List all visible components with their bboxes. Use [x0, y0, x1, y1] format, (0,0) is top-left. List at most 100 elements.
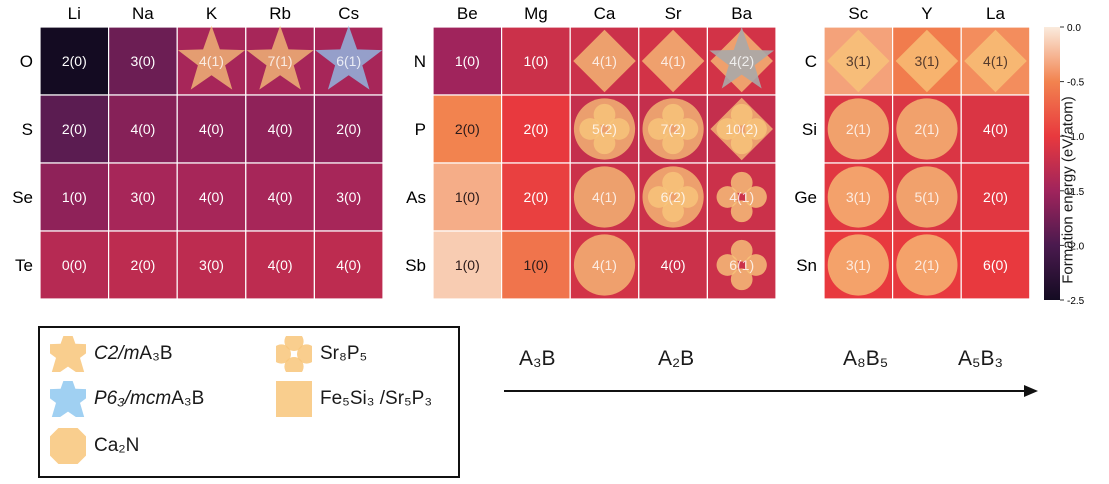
- star-marker-icon: [177, 25, 246, 90]
- cell-rect: [39, 230, 110, 300]
- heatmap-cell: 2(0): [107, 230, 178, 300]
- colorbar-tick-label: -2.0: [1067, 241, 1085, 252]
- heatmap-cell: 3(1): [823, 26, 894, 96]
- cell-label: 4(0): [199, 121, 224, 137]
- heatmap-cell: 4(2): [706, 26, 777, 96]
- cell-label: 1(0): [455, 53, 480, 69]
- cell-label: 3(0): [336, 189, 361, 205]
- heatmap-cell: 4(0): [245, 94, 316, 164]
- star-legend-icon: [50, 381, 86, 417]
- heatmap-cell: 1(0): [39, 162, 110, 232]
- row-label: Sb: [405, 256, 426, 275]
- heatmap-cell: 4(1): [569, 26, 640, 96]
- cell-label: 3(1): [846, 189, 871, 205]
- trend-label-a3b: A₃B: [519, 347, 556, 370]
- heatmap-cell: 6(0): [960, 230, 1031, 300]
- clover-marker-icon: [647, 103, 699, 155]
- heatmap-cell: 10(2): [706, 94, 777, 164]
- heatmap-cell: 3(0): [107, 162, 178, 232]
- circle-legend-icon: [276, 381, 312, 417]
- heatmap-cell: 2(0): [501, 94, 571, 164]
- cell-label: 3(1): [846, 53, 871, 69]
- cell-rect: [313, 94, 384, 164]
- column-label: K: [206, 4, 218, 23]
- clover-marker-icon: [276, 336, 312, 372]
- heatmap-cell: 2(1): [891, 230, 962, 300]
- heatmap-cell: 5(2): [569, 94, 640, 164]
- circle-marker-icon: [827, 98, 889, 160]
- circle-marker-icon: [642, 166, 704, 228]
- heatmap-cell: 1(0): [432, 230, 503, 300]
- row-label: Te: [15, 256, 33, 275]
- circle-marker-icon: [642, 98, 704, 160]
- cell-label: 7(2): [661, 121, 686, 137]
- cell-label: 3(0): [199, 257, 224, 273]
- legend-label: Sr₈P₅: [320, 343, 368, 364]
- circle-marker-icon: [896, 98, 958, 160]
- cell-rect: [432, 94, 503, 164]
- heatmap-cell: 3(0): [107, 26, 178, 96]
- star-marker-icon: [246, 25, 314, 90]
- cell-rect: [107, 230, 178, 300]
- heatmap-cell: 1(0): [432, 162, 503, 232]
- cell-rect: [313, 230, 384, 300]
- cell-rect: [176, 162, 247, 232]
- heatmap-cell: 2(0): [313, 94, 384, 164]
- column-label: Sr: [665, 4, 682, 23]
- cell-label: 4(1): [592, 53, 617, 69]
- row-label: C: [805, 52, 817, 71]
- trend-label-a5b3: A₅B₃: [958, 347, 1004, 370]
- cell-label: 4(0): [130, 121, 155, 137]
- cell-label: 3(0): [130, 189, 155, 205]
- row-label: Ge: [794, 188, 817, 207]
- cell-rect: [960, 94, 1031, 164]
- colorbar-tick-label: -2.5: [1067, 296, 1085, 307]
- diamond-marker-icon: [573, 29, 636, 93]
- diamond-marker-icon: [50, 428, 86, 464]
- cell-label: 1(0): [62, 189, 87, 205]
- cell-label: 3(1): [914, 53, 939, 69]
- cell-label: 4(0): [983, 121, 1008, 137]
- heatmap-cell: 7(1): [245, 25, 316, 96]
- row-label: N: [414, 52, 426, 71]
- heatmap-cell: 1(0): [501, 26, 571, 96]
- cell-label: 2(0): [523, 121, 548, 137]
- cell-label: 4(0): [199, 189, 224, 205]
- cell-label: 4(1): [729, 189, 754, 205]
- row-label: Se: [12, 188, 33, 207]
- clover-marker-icon: [716, 239, 767, 291]
- colorbar-label: Formation energy (eV/atom): [1059, 96, 1077, 284]
- heatmap-cell: 2(0): [432, 94, 503, 164]
- heatmap-cell: 2(0): [501, 162, 571, 232]
- cell-label: 4(1): [592, 189, 617, 205]
- heatmap-cell: 7(2): [638, 94, 708, 164]
- column-label: Rb: [269, 4, 291, 23]
- heatmap-cell: 2(0): [39, 26, 110, 96]
- cell-label: 6(1): [729, 257, 754, 273]
- trend-label-a2b: A₂B: [658, 347, 695, 370]
- heatmap-cell: 2(1): [891, 94, 962, 164]
- cell-rect: [245, 230, 316, 300]
- legend-item: Ca₂N: [50, 428, 139, 464]
- heatmap-cell: 4(0): [245, 230, 316, 300]
- heatmap-cell: 4(0): [313, 230, 384, 300]
- heatmap-cell: 3(0): [176, 230, 247, 300]
- cell-rect: [39, 26, 110, 96]
- column-label: Y: [921, 4, 932, 23]
- heatmap-cell: 6(2): [638, 162, 708, 232]
- cell-rect: [501, 162, 571, 232]
- cell-label: 0(0): [62, 257, 87, 273]
- cell-label: 4(1): [199, 53, 224, 69]
- cell-label: 2(0): [336, 121, 361, 137]
- cell-label: 2(1): [914, 257, 939, 273]
- cell-label: 4(0): [268, 189, 293, 205]
- cell-label: 4(0): [661, 257, 686, 273]
- heatmap-cell: 1(0): [432, 26, 503, 96]
- cell-label: 1(0): [455, 257, 480, 273]
- column-label: Na: [132, 4, 154, 23]
- cell-rect: [245, 94, 316, 164]
- heatmap-cell: 4(0): [960, 94, 1031, 164]
- heatmap-panel: Be Mg Ca Sr Ba N P As Sb 1(0) 1(0) 4(1) 4(1) 4(2) 2(0)…: [405, 4, 777, 300]
- colorbar: 0.0 -0.5 -1.0 -1.5 -2.0 -2.5: [1044, 23, 1085, 307]
- cell-rect: [39, 162, 110, 232]
